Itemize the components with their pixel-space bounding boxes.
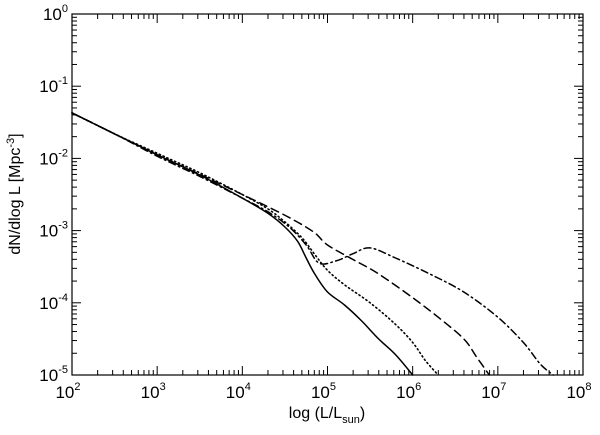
plot-curves [71,112,554,376]
y-tick-labels: 100 10-1 10-2 10-3 10-4 10-5 [39,3,68,385]
y-tick-label: 10-2 [39,147,68,168]
series-dotted-line [71,112,439,376]
x-axis-title: log (L/Lsun) [289,405,365,426]
axis-ticks [71,13,584,376]
y-tick-label: 10-5 [39,364,68,385]
x-tick-label: 106 [396,381,421,402]
x-tick-label: 108 [566,381,591,402]
series-solid-line [71,112,414,376]
x-tick-label: 104 [226,381,251,402]
x-tick-label: 107 [481,381,506,402]
y-tick-label: 10-4 [39,292,68,313]
series-dashed-line [71,112,491,376]
x-tick-label: 103 [141,381,166,402]
series-dash-dot-line [71,112,554,376]
y-axis-title: dN/dlog L [Mpc-3] [5,133,24,254]
plot-frame [71,13,584,376]
x-tick-label: 102 [55,381,80,402]
y-tick-label: 10-3 [39,220,68,241]
x-tick-labels: 102 103 104 105 106 107 108 [55,381,591,402]
y-tick-label: 10-1 [39,75,68,96]
x-tick-label: 105 [311,381,336,402]
y-tick-label: 100 [43,3,68,24]
